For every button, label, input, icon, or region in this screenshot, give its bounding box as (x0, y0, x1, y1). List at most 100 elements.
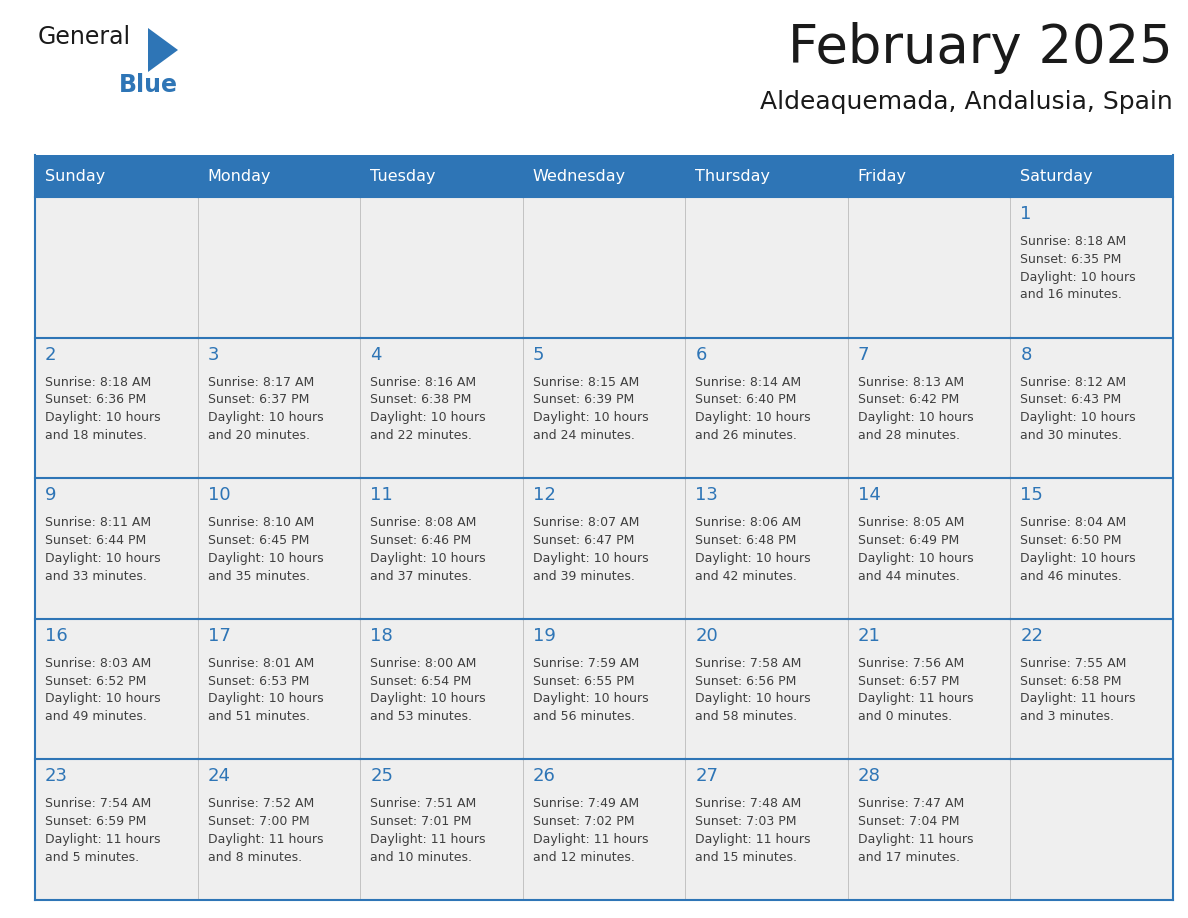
Text: Sunrise: 7:56 AM: Sunrise: 7:56 AM (858, 656, 965, 670)
Text: Sunrise: 8:12 AM: Sunrise: 8:12 AM (1020, 375, 1126, 388)
Text: and 49 minutes.: and 49 minutes. (45, 711, 147, 723)
Text: 1: 1 (1020, 205, 1032, 223)
Text: 14: 14 (858, 487, 880, 504)
Text: and 37 minutes.: and 37 minutes. (371, 569, 472, 583)
Bar (685, 338, 848, 478)
Text: Sunset: 6:39 PM: Sunset: 6:39 PM (532, 394, 634, 407)
Text: Sunrise: 8:00 AM: Sunrise: 8:00 AM (371, 656, 476, 670)
Text: 12: 12 (532, 487, 556, 504)
Text: Sunrise: 7:59 AM: Sunrise: 7:59 AM (532, 656, 639, 670)
Text: and 30 minutes.: and 30 minutes. (1020, 429, 1123, 442)
Text: Daylight: 11 hours: Daylight: 11 hours (45, 833, 160, 846)
Text: Daylight: 10 hours: Daylight: 10 hours (371, 692, 486, 705)
Text: Daylight: 11 hours: Daylight: 11 hours (858, 692, 973, 705)
Bar (848, 619, 1011, 759)
Text: and 35 minutes.: and 35 minutes. (208, 569, 310, 583)
Text: Sunset: 6:37 PM: Sunset: 6:37 PM (208, 394, 309, 407)
Text: Daylight: 11 hours: Daylight: 11 hours (695, 833, 810, 846)
Text: Sunset: 6:52 PM: Sunset: 6:52 PM (45, 675, 146, 688)
Text: Daylight: 11 hours: Daylight: 11 hours (1020, 692, 1136, 705)
Text: 13: 13 (695, 487, 719, 504)
Text: 15: 15 (1020, 487, 1043, 504)
Text: Thursday: Thursday (695, 169, 770, 184)
Text: Sunset: 6:50 PM: Sunset: 6:50 PM (1020, 534, 1121, 547)
Text: Daylight: 10 hours: Daylight: 10 hours (532, 552, 649, 565)
Text: Sunrise: 8:03 AM: Sunrise: 8:03 AM (45, 656, 151, 670)
Text: and 15 minutes.: and 15 minutes. (695, 851, 797, 864)
Bar (523, 619, 685, 759)
Bar (360, 619, 523, 759)
Bar (197, 338, 360, 478)
Text: Sunrise: 7:55 AM: Sunrise: 7:55 AM (1020, 656, 1126, 670)
Bar (685, 197, 848, 338)
Text: Sunset: 6:35 PM: Sunset: 6:35 PM (1020, 252, 1121, 266)
Text: and 18 minutes.: and 18 minutes. (45, 429, 147, 442)
Text: and 44 minutes.: and 44 minutes. (858, 569, 960, 583)
Text: and 42 minutes.: and 42 minutes. (695, 569, 797, 583)
Text: 11: 11 (371, 487, 393, 504)
Text: Sunset: 7:04 PM: Sunset: 7:04 PM (858, 815, 960, 828)
Bar (360, 197, 523, 338)
Text: 4: 4 (371, 345, 381, 364)
Text: Sunset: 7:03 PM: Sunset: 7:03 PM (695, 815, 797, 828)
Text: 3: 3 (208, 345, 219, 364)
Text: Sunset: 7:00 PM: Sunset: 7:00 PM (208, 815, 309, 828)
Text: Sunset: 6:56 PM: Sunset: 6:56 PM (695, 675, 797, 688)
Bar (34, 155, 1173, 197)
Text: Sunset: 6:53 PM: Sunset: 6:53 PM (208, 675, 309, 688)
Text: Sunrise: 8:08 AM: Sunrise: 8:08 AM (371, 516, 476, 529)
Text: and 33 minutes.: and 33 minutes. (45, 569, 147, 583)
Bar (848, 478, 1011, 619)
Text: Daylight: 10 hours: Daylight: 10 hours (45, 552, 160, 565)
Text: Sunset: 6:42 PM: Sunset: 6:42 PM (858, 394, 959, 407)
Text: Sunset: 6:44 PM: Sunset: 6:44 PM (45, 534, 146, 547)
Text: Daylight: 10 hours: Daylight: 10 hours (371, 552, 486, 565)
Text: 26: 26 (532, 767, 556, 786)
Text: Sunrise: 8:01 AM: Sunrise: 8:01 AM (208, 656, 314, 670)
Text: Sunset: 6:46 PM: Sunset: 6:46 PM (371, 534, 472, 547)
Text: and 51 minutes.: and 51 minutes. (208, 711, 310, 723)
Text: and 12 minutes.: and 12 minutes. (532, 851, 634, 864)
Text: Sunrise: 8:16 AM: Sunrise: 8:16 AM (371, 375, 476, 388)
Text: Wednesday: Wednesday (532, 169, 626, 184)
Text: 6: 6 (695, 345, 707, 364)
Text: Blue: Blue (119, 73, 178, 97)
Text: and 16 minutes.: and 16 minutes. (1020, 288, 1123, 301)
Text: Tuesday: Tuesday (371, 169, 436, 184)
Text: 16: 16 (45, 627, 68, 644)
Text: Sunset: 6:55 PM: Sunset: 6:55 PM (532, 675, 634, 688)
Text: Daylight: 10 hours: Daylight: 10 hours (695, 552, 811, 565)
Text: Daylight: 11 hours: Daylight: 11 hours (532, 833, 649, 846)
Text: 25: 25 (371, 767, 393, 786)
Text: Sunrise: 7:49 AM: Sunrise: 7:49 AM (532, 798, 639, 811)
Text: Sunrise: 7:58 AM: Sunrise: 7:58 AM (695, 656, 802, 670)
Text: 18: 18 (371, 627, 393, 644)
Text: and 0 minutes.: and 0 minutes. (858, 711, 952, 723)
Bar (197, 197, 360, 338)
Text: Sunrise: 8:10 AM: Sunrise: 8:10 AM (208, 516, 314, 529)
Text: Sunrise: 7:47 AM: Sunrise: 7:47 AM (858, 798, 965, 811)
Bar (34, 759, 197, 900)
Bar (1011, 197, 1173, 338)
Text: Saturday: Saturday (1020, 169, 1093, 184)
Text: Daylight: 10 hours: Daylight: 10 hours (208, 552, 323, 565)
Text: Sunset: 6:45 PM: Sunset: 6:45 PM (208, 534, 309, 547)
Text: Daylight: 11 hours: Daylight: 11 hours (858, 833, 973, 846)
Bar (360, 478, 523, 619)
Text: and 10 minutes.: and 10 minutes. (371, 851, 472, 864)
Bar (848, 338, 1011, 478)
Text: Sunrise: 7:51 AM: Sunrise: 7:51 AM (371, 798, 476, 811)
Text: 7: 7 (858, 345, 870, 364)
Text: and 58 minutes.: and 58 minutes. (695, 711, 797, 723)
Bar (197, 759, 360, 900)
Bar (1011, 619, 1173, 759)
Text: 5: 5 (532, 345, 544, 364)
Text: Sunset: 6:58 PM: Sunset: 6:58 PM (1020, 675, 1121, 688)
Bar (197, 478, 360, 619)
Text: Daylight: 10 hours: Daylight: 10 hours (208, 411, 323, 424)
Text: 23: 23 (45, 767, 68, 786)
Text: Daylight: 10 hours: Daylight: 10 hours (532, 411, 649, 424)
Text: 20: 20 (695, 627, 718, 644)
Text: Sunrise: 8:05 AM: Sunrise: 8:05 AM (858, 516, 965, 529)
Text: and 8 minutes.: and 8 minutes. (208, 851, 302, 864)
